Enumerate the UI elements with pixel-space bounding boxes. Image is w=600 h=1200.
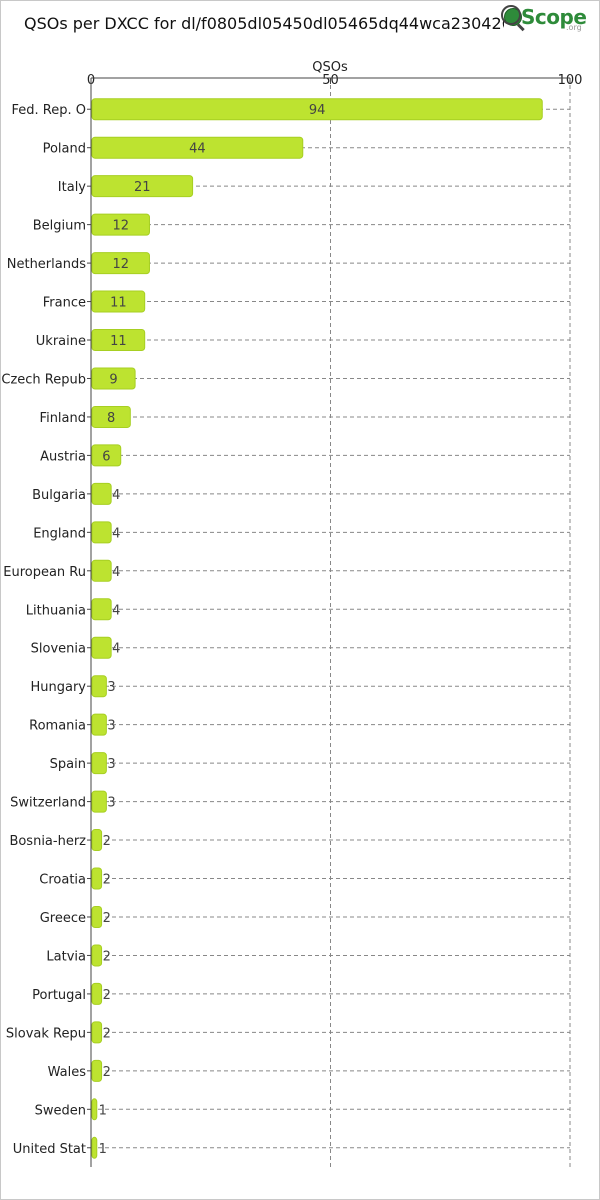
bar-value-label: 4 <box>112 603 120 618</box>
category-labels: Fed. Rep. O Poland Italy Belgium Netherlands… <box>1 103 86 1157</box>
bar-value-label: 2 <box>103 911 111 926</box>
category-label: Greece <box>40 911 86 926</box>
category-label: Poland <box>43 142 86 157</box>
logo-wordmark: Scope <box>521 5 587 29</box>
bar <box>91 598 112 621</box>
bar-value-label: 11 <box>110 334 127 349</box>
category-label: Romania <box>29 719 86 734</box>
magnifier-icon <box>501 5 521 25</box>
category-label: Italy <box>58 180 87 195</box>
bar <box>91 290 146 313</box>
qrzcq-scope-logo[interactable]: Scope .org <box>500 5 590 37</box>
bar-value-label: 1 <box>99 1103 107 1118</box>
bar-value-label: 2 <box>103 988 111 1003</box>
category-label: Switzerland <box>10 796 86 811</box>
bar-value-label: 11 <box>110 296 127 311</box>
x-axis-ticks: 0 50 100 <box>87 73 583 1149</box>
category-label: Ukraine <box>36 334 86 349</box>
bar <box>91 367 136 390</box>
category-label: Slovenia <box>31 642 86 657</box>
bar-value-label: 3 <box>107 719 115 734</box>
bar <box>91 405 131 428</box>
bar <box>91 1021 103 1044</box>
category-label: United Stat <box>13 1142 86 1157</box>
bar <box>91 752 107 775</box>
bar <box>91 252 150 275</box>
bar <box>91 675 107 698</box>
bar-value-label: 4 <box>112 565 120 580</box>
bar <box>91 1098 98 1121</box>
bar-value-label: 2 <box>103 834 111 849</box>
bar <box>91 98 543 121</box>
bar-value-label: 4 <box>112 526 120 541</box>
bar-value-label: 2 <box>103 1026 111 1041</box>
bar-value-label: 2 <box>103 873 111 888</box>
category-label: France <box>43 296 86 311</box>
x-tick-label: 50 <box>322 73 339 88</box>
category-label: Czech Repub <box>1 372 86 387</box>
chart-title: QSOs per DXCC for dl/f0805dl05450dl05465… <box>24 14 504 33</box>
category-label: Croatia <box>39 873 86 888</box>
bar <box>91 713 107 736</box>
bar-value-label: 12 <box>112 219 129 234</box>
category-label: Sweden <box>35 1103 86 1118</box>
category-label: Portugal <box>32 988 86 1003</box>
category-label: European Ru <box>3 565 86 580</box>
category-label: Wales <box>48 1065 87 1080</box>
category-label: Lithuania <box>26 603 86 618</box>
bar <box>91 213 150 236</box>
bar <box>91 1136 98 1159</box>
bar-value-label: 3 <box>107 796 115 811</box>
bar-value-label: 8 <box>107 411 115 426</box>
bar <box>91 521 112 544</box>
bar <box>91 482 112 505</box>
category-label: Austria <box>40 449 86 464</box>
grid-lines <box>91 78 571 1167</box>
bar-value-label: 3 <box>107 757 115 772</box>
bars <box>91 98 543 1159</box>
category-label: Netherlands <box>7 257 86 272</box>
bar <box>91 829 103 852</box>
bar <box>91 329 146 352</box>
bar-value-label: 4 <box>112 488 120 503</box>
x-axis-title: QSOs <box>312 60 348 75</box>
category-label: Bulgaria <box>32 488 86 503</box>
bar <box>91 982 103 1005</box>
bar <box>91 1059 103 1082</box>
bar-value-label: 12 <box>112 257 129 272</box>
bar-value-label: 3 <box>107 680 115 695</box>
bar-value-label: 94 <box>309 103 326 118</box>
bar <box>91 136 304 159</box>
bar-value-label: 9 <box>109 372 117 387</box>
category-label: Spain <box>50 757 86 772</box>
bar <box>91 175 194 198</box>
category-label: Slovak Repu <box>6 1026 86 1041</box>
bar-value-label: 44 <box>189 142 206 157</box>
category-label: Hungary <box>30 680 86 695</box>
bar-value-label: 6 <box>102 449 110 464</box>
category-label: Fed. Rep. O <box>12 103 86 118</box>
bar-value-label: 2 <box>103 949 111 964</box>
bar <box>91 636 112 659</box>
bar-value-label: 1 <box>99 1142 107 1157</box>
category-label: Bosnia-herz <box>9 834 86 849</box>
bar-value-label: 4 <box>112 642 120 657</box>
bar-value-label: 2 <box>103 1065 111 1080</box>
category-label: Latvia <box>46 949 86 964</box>
bar <box>91 944 103 967</box>
bar <box>91 905 103 928</box>
category-label: Finland <box>40 411 86 426</box>
bar <box>91 867 103 890</box>
bar <box>91 559 112 582</box>
category-label: Belgium <box>33 219 86 234</box>
bar <box>91 790 107 813</box>
bar-value-label: 21 <box>134 180 151 195</box>
logo-suffix: .org <box>566 23 582 32</box>
category-label: England <box>33 526 86 541</box>
x-tick-label: 100 <box>558 73 583 88</box>
bar <box>91 444 122 467</box>
